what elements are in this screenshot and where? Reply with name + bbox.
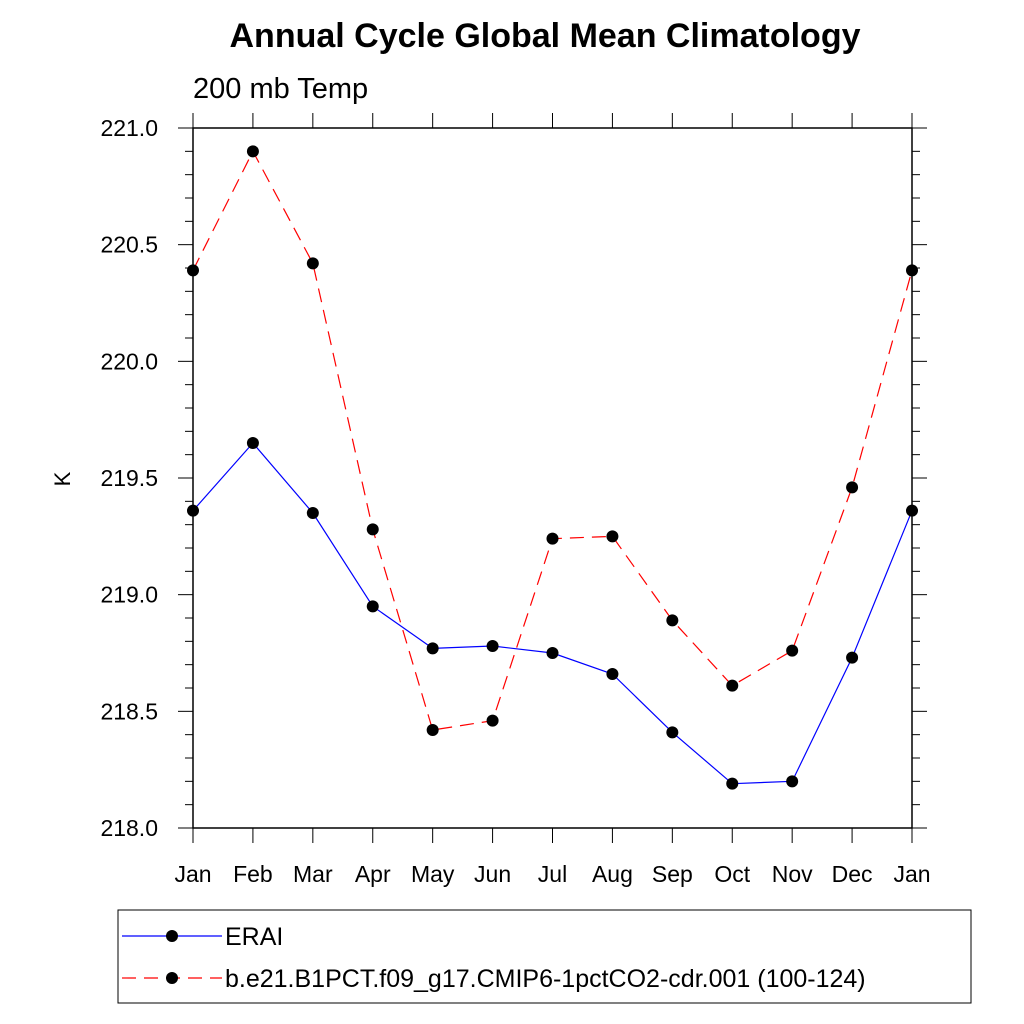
y-tick-label: 218.0	[100, 815, 158, 841]
data-point	[546, 532, 559, 545]
y-tick-label: 219.5	[100, 465, 158, 491]
data-point	[666, 726, 679, 739]
y-tick-label: 219.0	[100, 582, 158, 608]
x-tick-label: Mar	[293, 861, 333, 887]
data-point	[666, 614, 679, 627]
data-point	[366, 523, 379, 536]
x-tick-label: Dec	[832, 861, 873, 887]
plot-frame	[192, 127, 913, 829]
legend-marker-erai	[166, 930, 178, 942]
axis-ticks	[178, 113, 927, 843]
data-point	[306, 507, 319, 519]
series-layer	[187, 145, 918, 790]
data-point	[606, 530, 619, 543]
data-point	[426, 642, 439, 655]
legend-marker-cesm	[166, 972, 178, 984]
chart-subtitle: 200 mb Temp	[193, 73, 368, 105]
data-point	[726, 777, 739, 790]
x-tick-label: Sep	[652, 861, 693, 887]
y-tick-label: 221.0	[100, 115, 158, 141]
y-axis-label: K	[50, 471, 75, 486]
data-point	[486, 714, 499, 727]
data-point	[306, 257, 319, 270]
y-tick-label: 220.0	[100, 348, 158, 374]
x-tick-label: Jul	[538, 861, 567, 887]
x-tick-label: Jun	[474, 861, 511, 887]
y-tick-labels: 218.0 218.5 219.0 219.5 220.0 220.5 221.0	[100, 115, 158, 841]
legend-label-erai: ERAI	[225, 923, 283, 951]
chart-title: Annual Cycle Global Mean Climatology	[230, 17, 861, 55]
x-tick-label: Jan	[174, 861, 211, 887]
x-tick-label: Nov	[772, 861, 813, 887]
x-tick-label: Oct	[714, 861, 750, 887]
data-point	[846, 481, 859, 494]
data-point	[846, 651, 859, 664]
y-tick-label: 218.5	[100, 698, 158, 724]
x-tick-label: Feb	[233, 861, 273, 887]
data-point	[786, 644, 799, 657]
series-line	[192, 442, 913, 785]
legend-label-cesm: b.e21.B1PCT.f09_g17.CMIP6-1pctCO2-cdr.00…	[225, 965, 866, 993]
x-tick-label: Aug	[592, 861, 633, 887]
data-point	[426, 724, 439, 736]
legend: ERAI b.e21.B1PCT.f09_g17.CMIP6-1pctCO2-c…	[117, 909, 972, 1004]
data-point	[366, 600, 379, 613]
y-tick-label: 220.5	[100, 232, 158, 258]
x-tick-label: Jan	[893, 861, 930, 887]
data-point	[486, 640, 499, 652]
data-point	[246, 437, 259, 449]
data-point	[726, 679, 739, 692]
x-tick-label: May	[411, 861, 455, 887]
x-tick-labels: Jan Feb Mar Apr May Jun Jul Aug Sep Oct Nov Dec Jan	[174, 861, 930, 887]
data-point	[246, 145, 259, 158]
x-tick-label: Apr	[355, 861, 391, 887]
data-point	[606, 668, 619, 680]
series-line	[192, 150, 913, 731]
data-point	[546, 647, 559, 659]
data-point	[786, 775, 799, 788]
legend-box	[117, 909, 972, 1004]
